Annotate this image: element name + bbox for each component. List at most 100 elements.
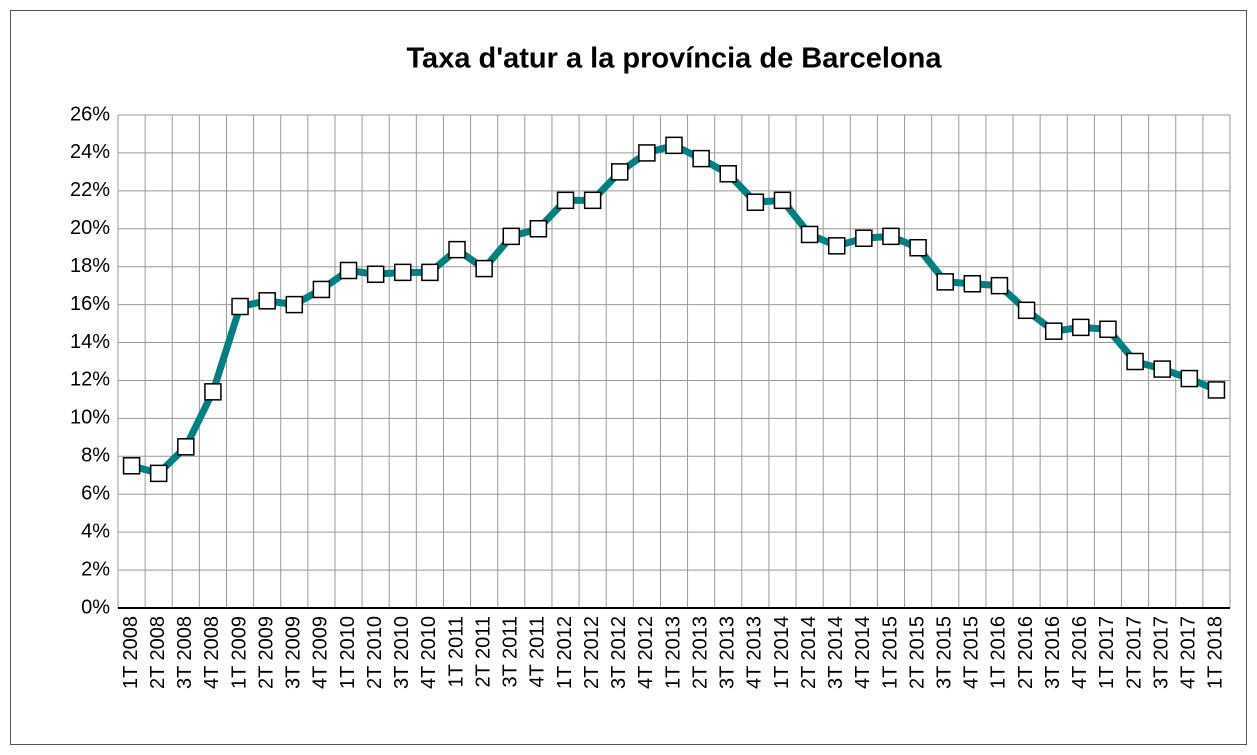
x-tick-label: 4T 2013 (744, 616, 766, 689)
y-tick-label: 10% (70, 407, 110, 429)
marker (502, 227, 521, 246)
marker (1017, 301, 1036, 320)
marker (231, 297, 249, 316)
x-tick-label: 3T 2014 (825, 616, 847, 689)
y-tick-label: 18% (70, 255, 110, 277)
marker (963, 275, 982, 293)
marker (1207, 381, 1226, 399)
x-tick-label: 2T 2008 (147, 616, 169, 689)
marker (909, 238, 927, 257)
marker (638, 144, 656, 162)
y-tick-label: 22% (70, 179, 110, 201)
x-tick-label: 2T 2011 (472, 616, 494, 688)
x-tick-label: 3T 2011 (500, 616, 522, 688)
marker (312, 280, 331, 299)
y-tick-label: 0% (81, 596, 110, 618)
marker (339, 261, 358, 280)
marker (936, 273, 954, 291)
y-tick-label: 26% (70, 103, 110, 125)
y-tick-label: 8% (81, 445, 110, 467)
marker (556, 191, 575, 210)
x-tick-label: 1T 2013 (662, 616, 684, 689)
x-tick-label: 4T 2015 (961, 616, 983, 689)
x-tick-label: 3T 2013 (717, 616, 739, 689)
x-tick-label: 3T 2008 (174, 616, 196, 689)
x-tick-label: 4T 2008 (201, 616, 223, 689)
marker (177, 438, 195, 456)
marker (1126, 352, 1144, 371)
x-tick-label: 3T 2009 (283, 616, 305, 689)
marker (1072, 318, 1090, 337)
x-tick-label: 3T 2012 (608, 616, 630, 689)
marker (719, 165, 737, 183)
y-tick-label: 16% (70, 293, 110, 315)
marker (855, 229, 873, 247)
marker (1044, 322, 1063, 340)
marker (827, 237, 846, 255)
marker (800, 225, 819, 244)
x-tick-label: 2T 2016 (1015, 616, 1037, 689)
marker (149, 464, 168, 483)
x-tick-label: 2T 2013 (689, 616, 711, 689)
y-tick-label: 6% (81, 483, 110, 505)
marker (611, 163, 629, 181)
x-tick-label: 4T 2009 (310, 616, 332, 689)
x-tick-label: 1T 2012 (554, 616, 576, 689)
x-tick-label: 2T 2014 (798, 616, 820, 689)
marker (258, 292, 276, 310)
x-tick-label: 4T 2016 (1069, 616, 1091, 689)
y-tick-label: 14% (70, 331, 110, 353)
marker (529, 220, 548, 238)
x-tick-label: 2T 2012 (581, 616, 603, 689)
y-tick-label: 2% (81, 558, 110, 580)
marker (746, 193, 765, 211)
marker (394, 263, 412, 282)
marker (665, 136, 683, 155)
marker (773, 191, 792, 210)
x-tick-label: 2T 2015 (906, 616, 928, 689)
marker (475, 259, 493, 278)
marker (990, 276, 1009, 295)
marker (366, 265, 385, 284)
x-tick-label: 2T 2009 (255, 616, 277, 689)
x-tick-label: 1T 2018 (1205, 616, 1227, 689)
marker (583, 191, 602, 210)
x-tick-label: 1T 2008 (120, 616, 142, 689)
marker (1099, 320, 1117, 339)
y-tick-label: 12% (70, 369, 110, 391)
x-tick-label: 3T 2017 (1150, 616, 1172, 689)
x-tick-label: 2T 2017 (1123, 616, 1145, 689)
marker (882, 227, 900, 246)
marker (122, 457, 141, 475)
x-tick-label: 3T 2010 (391, 616, 413, 689)
x-tick-label: 1T 2016 (988, 616, 1010, 689)
plot (122, 136, 1226, 483)
marker (421, 263, 439, 282)
x-tick-label: 4T 2014 (852, 616, 874, 689)
chart-title: Taxa d'atur a la província de Barcelona (407, 43, 943, 75)
x-tick-label: 3T 2015 (934, 616, 956, 689)
x-tick-label: 4T 2010 (418, 616, 440, 689)
x-tick-label: 4T 2017 (1178, 616, 1200, 689)
x-tick-label: 4T 2012 (635, 616, 657, 689)
x-tick-label: 1T 2015 (879, 616, 901, 689)
y-tick-label: 24% (70, 141, 110, 163)
x-tick-label: 1T 2010 (337, 616, 359, 689)
y-tick-label: 4% (81, 520, 110, 542)
marker (692, 149, 710, 168)
marker (204, 383, 222, 401)
marker (1180, 369, 1199, 388)
x-tick-label: 1T 2011 (445, 616, 467, 688)
x-tick-label: 1T 2014 (771, 616, 793, 689)
marker (1153, 360, 1171, 378)
x-tick-label: 3T 2016 (1042, 616, 1064, 689)
marker (285, 295, 304, 314)
x-tick-label: 4T 2011 (527, 616, 549, 688)
x-tick-label: 1T 2017 (1096, 616, 1118, 689)
x-tick-label: 1T 2009 (228, 616, 250, 689)
x-tick-label: 2T 2010 (364, 616, 386, 689)
grid (117, 114, 1231, 609)
y-tick-label: 20% (70, 217, 110, 239)
marker (448, 240, 466, 259)
